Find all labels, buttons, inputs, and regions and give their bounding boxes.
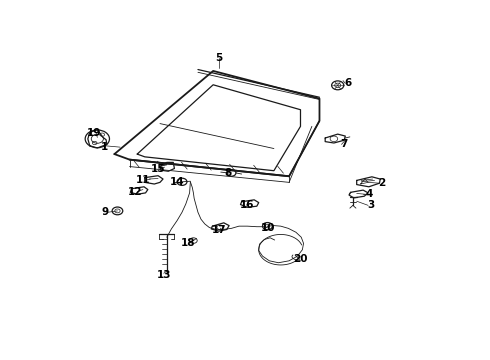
Text: 9: 9 — [101, 207, 108, 217]
Text: 15: 15 — [151, 164, 165, 174]
Text: 14: 14 — [170, 177, 184, 187]
Text: 17: 17 — [212, 225, 226, 235]
Text: 18: 18 — [181, 238, 196, 248]
Text: 16: 16 — [240, 201, 255, 210]
Text: 20: 20 — [293, 255, 308, 264]
Text: 3: 3 — [367, 201, 374, 210]
Text: 12: 12 — [128, 186, 143, 197]
Text: 5: 5 — [215, 53, 222, 63]
Text: 6: 6 — [344, 78, 352, 89]
Text: 13: 13 — [156, 270, 171, 280]
Text: 8: 8 — [225, 168, 232, 179]
Text: 19: 19 — [86, 128, 101, 138]
Text: 10: 10 — [261, 222, 275, 233]
Text: 1: 1 — [101, 142, 109, 152]
Text: 2: 2 — [378, 178, 386, 188]
Text: 4: 4 — [365, 189, 372, 199]
Text: 7: 7 — [341, 139, 348, 149]
Text: 11: 11 — [136, 175, 150, 185]
